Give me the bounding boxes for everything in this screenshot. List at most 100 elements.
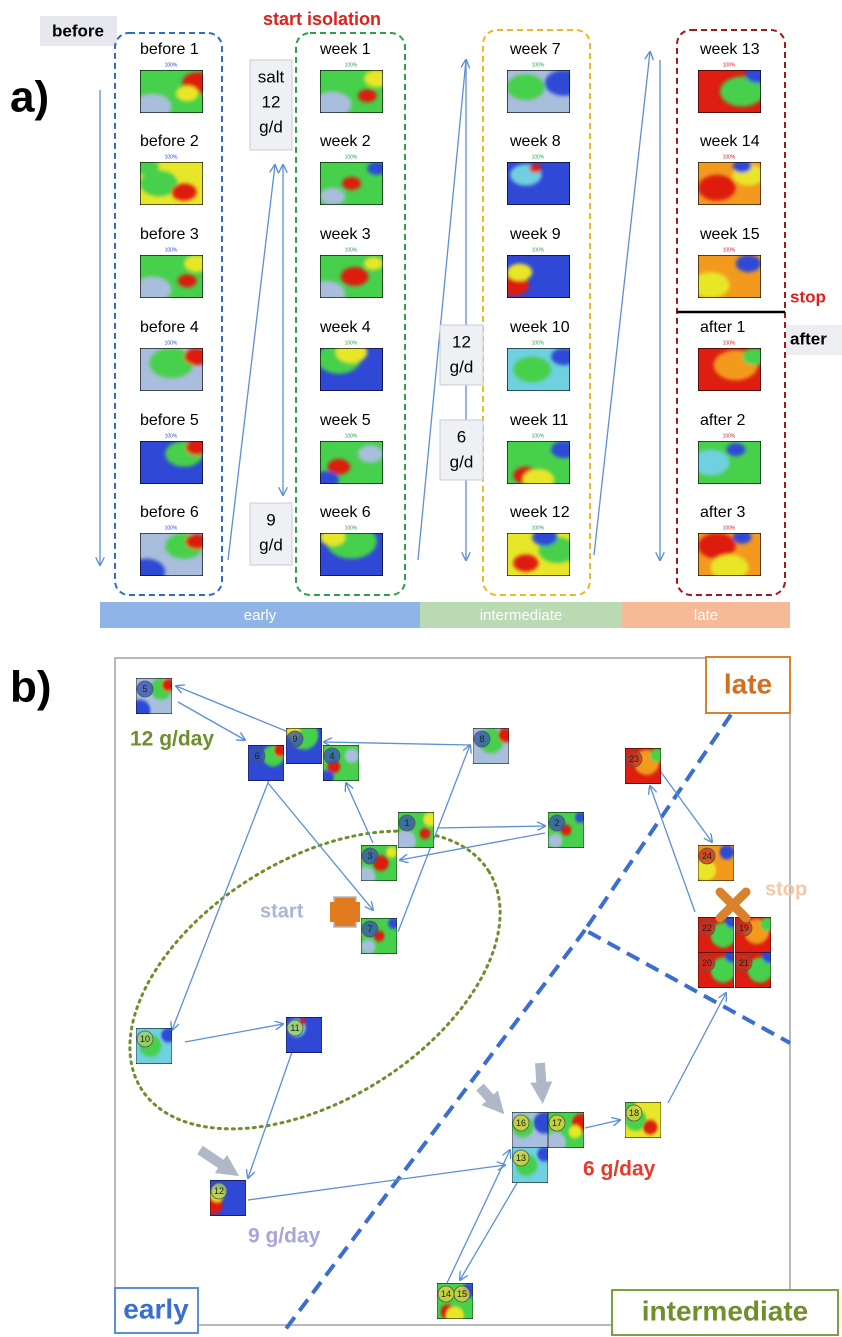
scale-label: 100%	[165, 340, 178, 346]
node-number: 4	[329, 751, 334, 761]
start-label: start	[260, 900, 304, 922]
thumbnail-label: after 2	[700, 412, 745, 429]
region-borders	[283, 658, 791, 1332]
heatmap-thumbnail	[140, 162, 203, 205]
dose-note-text: salt	[258, 67, 285, 86]
dose-note-text: 12	[262, 92, 281, 111]
highlight-arrows	[197, 1062, 553, 1177]
thumbnail-label: week 2	[319, 133, 371, 150]
heatmap-thumbnail	[698, 255, 761, 298]
after-label: after	[790, 329, 827, 348]
dose-label: 6 g/day	[583, 1158, 656, 1181]
node-number: 2	[554, 818, 559, 828]
scale-label: 100%	[723, 154, 736, 160]
node-badge	[398, 814, 416, 832]
scale-label: 100%	[723, 62, 736, 68]
thumbnail-label: week 6	[319, 504, 371, 521]
scale-label: 100%	[165, 62, 178, 68]
node-badge	[625, 1104, 643, 1122]
before-label: before	[52, 21, 104, 40]
thumbnail-label: week 3	[319, 226, 371, 243]
heatmap-thumbnail	[698, 441, 761, 484]
phase-bar	[100, 602, 420, 628]
scale-label: 100%	[345, 433, 358, 439]
scale-label: 100%	[165, 433, 178, 439]
node-badge	[136, 680, 154, 698]
region-label: late	[724, 668, 772, 699]
heatmap-thumbnail	[140, 348, 203, 391]
node-number: 11	[290, 1023, 299, 1033]
heatmap-thumbnail	[507, 70, 570, 113]
node-badge	[361, 920, 379, 938]
node-number: 22	[702, 923, 712, 933]
node-number: 7	[367, 924, 372, 934]
region-box	[705, 656, 791, 714]
phase-bar	[622, 602, 790, 628]
node-number: 12	[214, 1186, 224, 1196]
node-number: 23	[629, 754, 639, 764]
thumbnail-label: week 12	[509, 504, 570, 521]
heatmap-thumbnail	[320, 533, 383, 576]
phase-label: late	[694, 607, 718, 624]
after-box	[786, 325, 842, 355]
node-number: 16	[516, 1118, 526, 1128]
heatmap-thumbnail	[698, 348, 761, 391]
phase-label: intermediate	[480, 607, 563, 624]
node-number: 3	[367, 851, 372, 861]
node-badge	[323, 747, 341, 765]
scale-label: 100%	[532, 154, 545, 160]
start-marker	[330, 896, 360, 928]
dose-note-box	[249, 59, 293, 151]
stop-label: stop	[790, 287, 826, 306]
heatmap-thumbnail	[140, 441, 203, 484]
scale-label: 100%	[723, 247, 736, 253]
heatmap-thumbnail	[320, 162, 383, 205]
start-label: start isolation	[263, 9, 381, 29]
node-badge	[512, 1114, 530, 1132]
dose-note-box	[439, 324, 484, 386]
heatmap-thumbnail	[140, 255, 203, 298]
scale-label: 100%	[165, 525, 178, 531]
scale-label: 100%	[532, 340, 545, 346]
node-number: 8	[479, 734, 484, 744]
thumbnail-label: after 3	[700, 504, 745, 521]
node-number: 1	[404, 818, 409, 828]
transition-arrows	[172, 686, 726, 1284]
panel-label: a)	[10, 73, 49, 122]
dose-note-text: 12	[452, 332, 471, 351]
scale-label: 100%	[532, 433, 545, 439]
map-frame	[114, 657, 791, 1326]
dose-note-box	[439, 419, 484, 481]
dose-note-text: 6	[457, 427, 466, 446]
heatmap-thumbnail	[210, 1180, 246, 1216]
node-badge	[548, 814, 566, 832]
thumbnail-label: week 11	[509, 412, 569, 429]
node-badge	[735, 954, 753, 972]
phase-bar	[420, 602, 622, 628]
phase-label: early	[244, 607, 277, 624]
scale-label: 100%	[345, 525, 358, 531]
dose-note-text: 9	[266, 510, 275, 529]
node-number: 13	[516, 1153, 526, 1163]
node-number: 9	[292, 734, 297, 744]
node-badge	[512, 1149, 530, 1167]
node-badge	[548, 1114, 566, 1132]
thumbnail-label: week 10	[509, 319, 570, 336]
thumbnail-label: week 9	[509, 226, 561, 243]
scale-label: 100%	[723, 340, 736, 346]
heatmap-thumbnail	[625, 1102, 661, 1138]
node-number: 19	[739, 923, 749, 933]
scale-label: 100%	[532, 525, 545, 531]
thumbnail-label: week 1	[319, 41, 371, 58]
node-number: 17	[552, 1118, 562, 1128]
timeline-arrows	[100, 52, 660, 565]
node-number: 6	[254, 751, 259, 761]
scale-label: 100%	[723, 433, 736, 439]
node-badge	[698, 847, 716, 865]
heatmap-thumbnail	[320, 441, 383, 484]
region-label: early	[123, 1293, 189, 1324]
node-number: 5	[142, 684, 147, 694]
panel-label: b)	[10, 663, 52, 712]
region-label: intermediate	[642, 1295, 809, 1326]
